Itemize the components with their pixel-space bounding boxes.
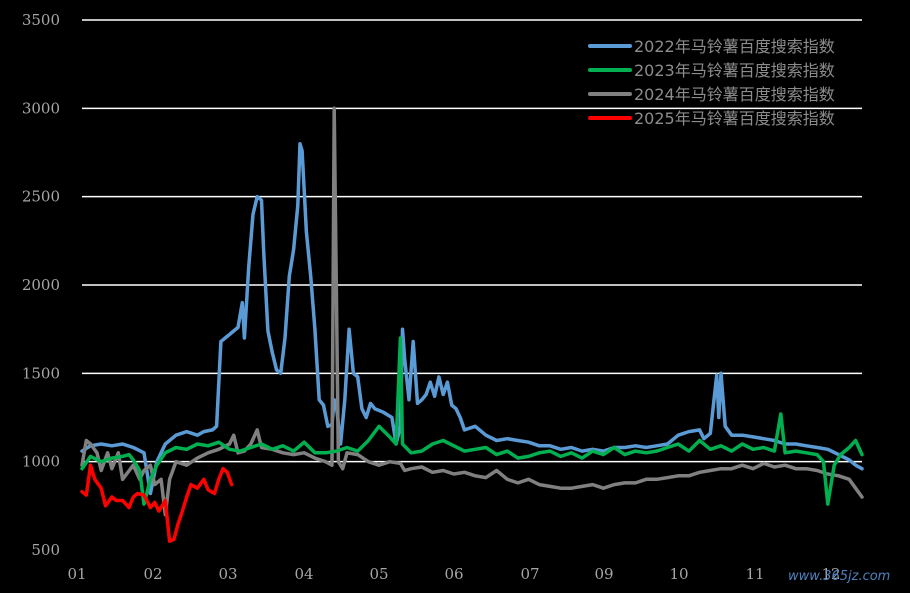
y-tick-label: 3000 (22, 99, 60, 117)
x-tick-label: 09 (594, 565, 613, 583)
x-tick-label: 12 (821, 565, 840, 583)
legend-label: 2024年马铃薯百度搜索指数 (634, 85, 835, 104)
y-tick-label: 1500 (22, 364, 60, 382)
y-tick-label: 1000 (22, 453, 60, 471)
y-tick-label: 500 (31, 541, 60, 559)
x-axis-ticks: 01 02 03 04 05 06 07 09 10 11 12 (67, 565, 840, 583)
x-tick-label: 01 (67, 565, 86, 583)
x-tick-label: 07 (520, 565, 539, 583)
x-tick-label: 02 (143, 565, 162, 583)
x-tick-label: 11 (745, 565, 764, 583)
series-lines (80, 106, 864, 543)
legend-label: 2022年马铃薯百度搜索指数 (634, 37, 835, 56)
series-line-1 (80, 336, 864, 506)
x-tick-label: 10 (669, 565, 688, 583)
grid-lines (82, 19, 862, 463)
x-tick-label: 03 (218, 565, 237, 583)
y-tick-label: 2500 (22, 188, 60, 206)
series-line-2 (80, 106, 864, 517)
y-tick-label: 3500 (22, 11, 60, 29)
series-line-3 (80, 463, 234, 543)
x-tick-label: 05 (369, 565, 388, 583)
y-axis-ticks: 500 1000 1500 2000 2500 3000 3500 (22, 11, 60, 559)
watermark-text: www.365jz.com (788, 569, 890, 584)
legend-label: 2025年马铃薯百度搜索指数 (634, 109, 835, 128)
x-tick-label: 04 (294, 565, 313, 583)
legend-label: 2023年马铃薯百度搜索指数 (634, 61, 835, 80)
legend: 2022年马铃薯百度搜索指数 2023年马铃薯百度搜索指数 2024年马铃薯百度搜索… (588, 37, 835, 128)
y-tick-label: 2000 (22, 276, 60, 294)
x-tick-label: 06 (444, 565, 463, 583)
